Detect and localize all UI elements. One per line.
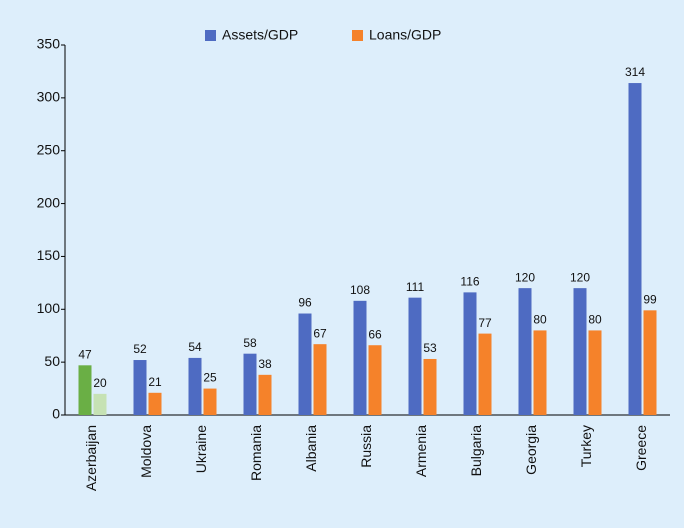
bar <box>408 297 422 415</box>
value-label: 67 <box>313 326 327 340</box>
value-label: 96 <box>298 296 312 310</box>
value-label: 54 <box>188 340 202 354</box>
bar <box>463 292 477 415</box>
bar <box>643 310 657 415</box>
value-label: 52 <box>133 342 147 356</box>
bar <box>628 83 642 416</box>
bar <box>203 388 217 415</box>
x-tick-label: Ukraine <box>193 425 209 473</box>
bar <box>313 344 327 415</box>
y-tick-label: 0 <box>52 406 60 422</box>
bar <box>258 374 272 415</box>
value-label: 20 <box>93 376 107 390</box>
x-tick-label: Romania <box>248 425 264 481</box>
bar <box>78 365 92 415</box>
value-label: 120 <box>570 270 590 284</box>
x-tick-label: Armenia <box>413 425 429 477</box>
value-label: 25 <box>203 371 217 385</box>
bar <box>518 288 532 415</box>
x-tick-label: Bulgaria <box>468 425 484 477</box>
y-tick-label: 350 <box>37 36 61 52</box>
value-label: 111 <box>406 280 425 294</box>
x-tick-label: Greece <box>633 425 649 471</box>
bar <box>353 300 367 415</box>
value-label: 108 <box>350 283 370 297</box>
value-label: 120 <box>515 270 535 284</box>
value-label: 58 <box>243 336 257 350</box>
x-tick-label: Russia <box>358 425 374 468</box>
value-label: 99 <box>643 293 657 307</box>
y-tick-label: 200 <box>37 194 61 210</box>
legend-swatch <box>205 30 216 41</box>
value-label: 314 <box>625 65 645 79</box>
bar <box>133 360 147 415</box>
bar <box>533 330 547 415</box>
bar <box>148 392 162 415</box>
legend-label: Assets/GDP <box>222 27 298 43</box>
value-label: 77 <box>478 316 492 330</box>
bar <box>243 353 257 415</box>
value-label: 66 <box>368 327 382 341</box>
value-label: 80 <box>533 313 547 327</box>
value-label: 116 <box>460 275 479 289</box>
bar <box>423 358 437 415</box>
value-label: 47 <box>78 347 92 361</box>
y-tick-label: 150 <box>37 247 61 263</box>
x-tick-label: Albania <box>303 425 319 472</box>
x-tick-label: Azerbaijan <box>83 425 99 491</box>
bar <box>588 330 602 415</box>
value-label: 38 <box>258 357 272 371</box>
legend-label: Loans/GDP <box>369 27 441 43</box>
bar <box>188 357 202 415</box>
bar <box>298 313 312 415</box>
y-tick-label: 300 <box>37 89 61 105</box>
y-tick-label: 100 <box>37 300 61 316</box>
bar <box>368 345 382 415</box>
y-tick-label: 50 <box>44 353 60 369</box>
value-label: 53 <box>423 341 437 355</box>
y-tick-label: 250 <box>37 141 61 157</box>
value-label: 21 <box>148 375 162 389</box>
x-tick-label: Turkey <box>578 425 594 467</box>
value-label: 80 <box>588 313 602 327</box>
bar <box>478 333 492 415</box>
legend-swatch <box>352 30 363 41</box>
bar <box>573 288 587 415</box>
x-tick-label: Moldova <box>138 425 154 478</box>
x-tick-label: Georgia <box>523 425 539 475</box>
bar <box>93 393 107 415</box>
